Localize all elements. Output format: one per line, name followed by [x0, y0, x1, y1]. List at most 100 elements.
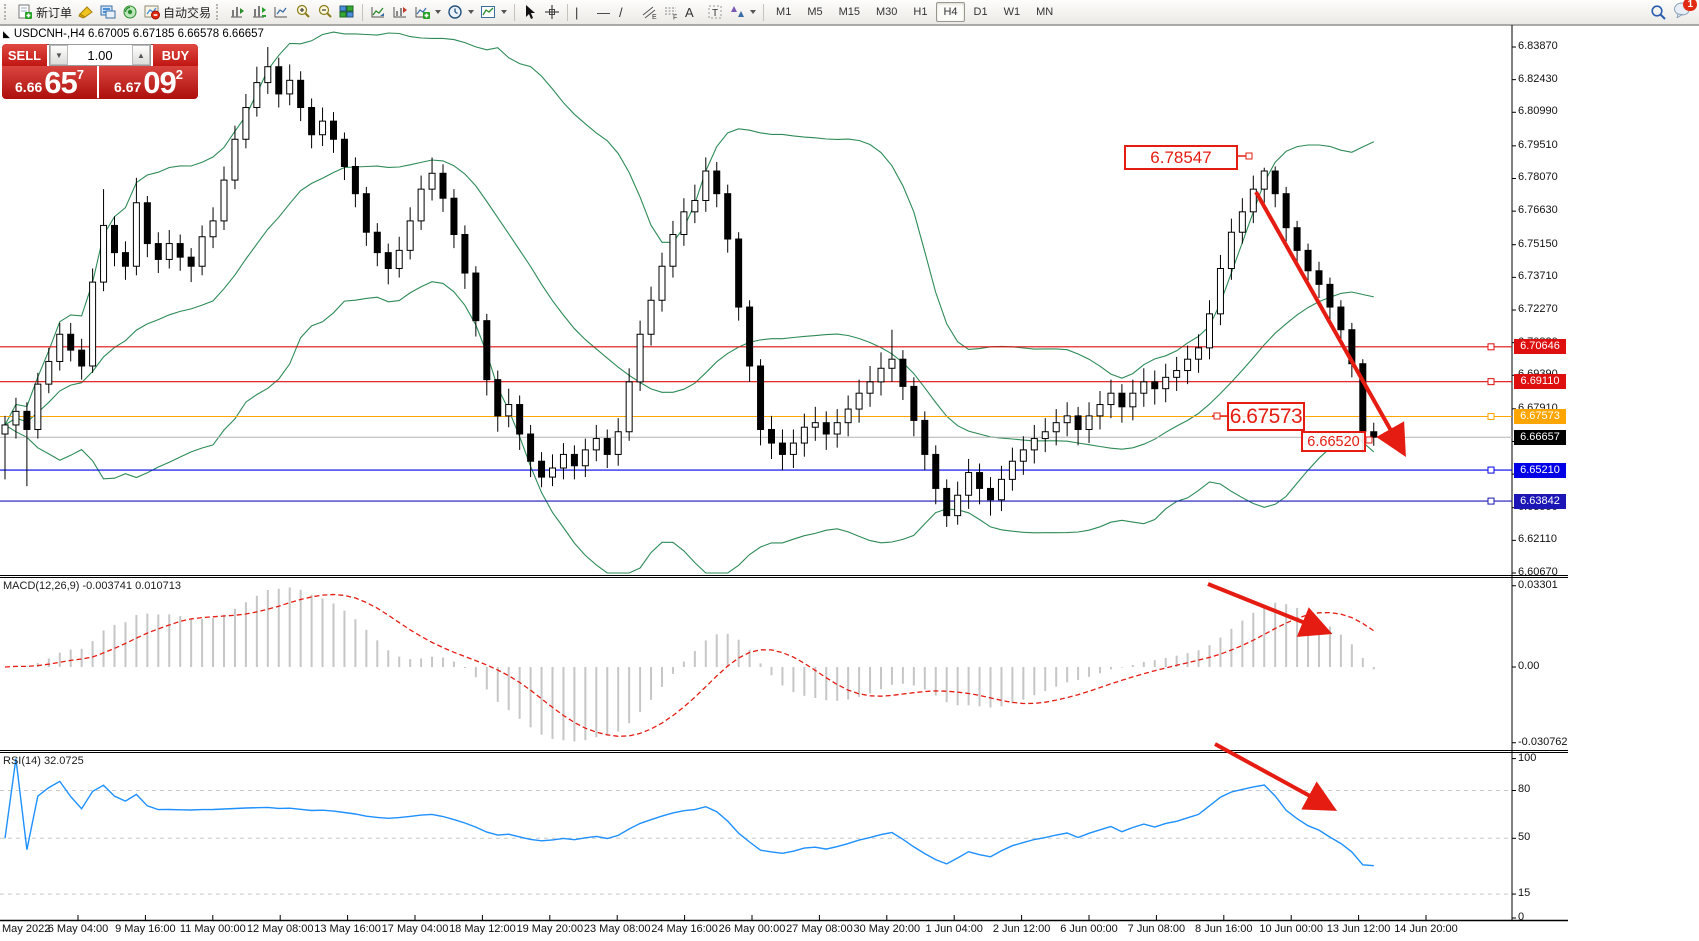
trendline-tool[interactable]: /	[619, 4, 623, 20]
styler-button[interactable]	[75, 2, 97, 23]
timeframe-MN[interactable]: MN	[1036, 6, 1054, 18]
timeframe-H1[interactable]: H1	[913, 6, 928, 18]
signals-button[interactable]	[119, 2, 141, 23]
annotation-mid-price[interactable]: 6.67573	[1227, 402, 1305, 431]
bull-candle	[833, 422, 841, 435]
crosshair-tool-button[interactable]	[541, 2, 563, 23]
buy-price[interactable]: 6.67 09 2	[99, 66, 198, 99]
market-watch-button[interactable]	[97, 2, 119, 23]
annotation-high-price[interactable]: 6.78547	[1124, 145, 1238, 170]
sell-price[interactable]: 6.66 65 7	[2, 66, 97, 99]
search-icon[interactable]	[1650, 4, 1667, 21]
bear-candle	[822, 422, 830, 435]
bollinger-lower-band	[4, 281, 1375, 574]
horizontal-line-tool[interactable]: —	[597, 4, 611, 20]
tile-windows-button[interactable]	[336, 2, 358, 23]
sell-button[interactable]: SELL	[2, 44, 47, 66]
trend-arrow-rsi	[1214, 742, 1338, 811]
strategy-tester-button[interactable]	[389, 2, 411, 23]
timeframe-M1[interactable]: M1	[776, 6, 792, 18]
zoom-in-button[interactable]	[292, 2, 314, 23]
bull-candle	[866, 381, 874, 394]
buy-price-pips: 09	[143, 65, 176, 99]
timeframe-M5[interactable]: M5	[807, 6, 823, 18]
sell-price-pips: 65	[44, 65, 77, 99]
macd-axis-tick: 0.00	[1518, 660, 1540, 672]
bollinger-upper-band	[4, 31, 1375, 426]
level-price-tag: 6.70646	[1514, 339, 1566, 355]
bull-candle	[625, 381, 633, 433]
sell-price-point: 7	[76, 67, 84, 82]
bull-candle	[264, 66, 272, 84]
data-window-button[interactable]	[367, 2, 389, 23]
bull-candle	[231, 138, 239, 181]
hline-handle	[1487, 412, 1495, 420]
bear-candle	[724, 193, 732, 240]
bull-candle	[1227, 231, 1235, 270]
hline-handle	[1487, 378, 1495, 386]
bull-candle	[1238, 211, 1246, 233]
timeframe-M15[interactable]: M15	[838, 6, 860, 18]
bid-price-tag: 6.66657	[1514, 429, 1566, 445]
channel-tool[interactable]: E	[638, 2, 660, 23]
add-indicator-button[interactable]	[411, 2, 444, 23]
text-tool[interactable]: A	[685, 4, 694, 20]
vertical-line-tool[interactable]: |	[575, 4, 579, 20]
templates-button[interactable]	[477, 2, 510, 23]
autotrade-button[interactable]: 自动交易	[141, 2, 214, 23]
timeframe-W1[interactable]: W1	[1003, 6, 1021, 18]
bear-candle	[1304, 249, 1312, 272]
annotation-low-price[interactable]: 6.66520	[1301, 431, 1366, 452]
bear-candle	[932, 453, 940, 489]
hline-handle	[1487, 343, 1495, 351]
bull-candle	[1008, 460, 1016, 480]
bull-candle	[1030, 438, 1038, 451]
bull-candle	[1052, 422, 1060, 433]
bull-candle	[34, 383, 42, 430]
bull-candle	[855, 392, 863, 410]
zoom-out-button[interactable]	[314, 2, 336, 23]
volume-input[interactable]: 1.00	[87, 47, 113, 63]
toolbar-grip[interactable]	[4, 4, 10, 20]
new-order-button[interactable]: 新订单	[14, 2, 75, 23]
volume-decrease-button[interactable]: ▼	[50, 45, 68, 65]
chart-shift-button[interactable]	[226, 2, 248, 23]
one-click-toggle-icon[interactable]: ◣	[3, 29, 10, 39]
bear-candle	[384, 252, 392, 270]
notifications-button[interactable]: 1	[1673, 0, 1697, 23]
one-click-trading-panel: SELL ▼ 1.00 ▲ BUY 6.66 65 7 6.67 09 2	[2, 44, 198, 99]
bear-candle	[450, 197, 458, 235]
timeframe-H4[interactable]: H4	[936, 2, 965, 22]
bear-candle	[1370, 431, 1378, 438]
buy-button[interactable]: BUY	[153, 44, 198, 66]
fibonacci-tool[interactable]: F	[660, 2, 682, 23]
price-axis-tick: 6.72270	[1518, 302, 1558, 315]
bear-candle	[757, 365, 765, 430]
notification-badge: 1	[1683, 0, 1697, 11]
periods-button[interactable]	[444, 2, 477, 23]
add-indicator-caret-icon	[435, 10, 442, 14]
rsi-axis-tick: 50	[1518, 831, 1531, 844]
timeframe-M30[interactable]: M30	[876, 6, 898, 18]
bull-candle	[669, 233, 677, 267]
price-axis-tick: 6.83870	[1518, 39, 1558, 52]
shapes-tool[interactable]	[726, 2, 759, 23]
rsi-label: RSI(14) 32.0725	[3, 755, 84, 767]
chart-canvas[interactable]	[0, 25, 1699, 941]
market-watch-icon	[100, 5, 116, 19]
bear-candle	[527, 433, 535, 462]
bear-candle	[154, 243, 162, 260]
zoom-out-icon	[318, 4, 332, 18]
trend-arrow-macd	[1207, 582, 1333, 637]
cursor-tool-button[interactable]	[519, 2, 541, 23]
text-label-tool[interactable]: T	[704, 2, 726, 23]
timeframe-D1[interactable]: D1	[973, 6, 988, 18]
volume-increase-button[interactable]: ▲	[132, 45, 150, 65]
bull-candle	[1129, 392, 1137, 408]
auto-scroll-button[interactable]	[248, 2, 270, 23]
time-axis-label: 8 Jun 16:00	[1195, 923, 1253, 935]
time-axis-label: 12 May 08:00	[246, 923, 314, 935]
scale-fix-button[interactable]	[270, 2, 292, 23]
toolbar-grip[interactable]	[216, 4, 222, 20]
bear-candle	[1271, 170, 1279, 195]
